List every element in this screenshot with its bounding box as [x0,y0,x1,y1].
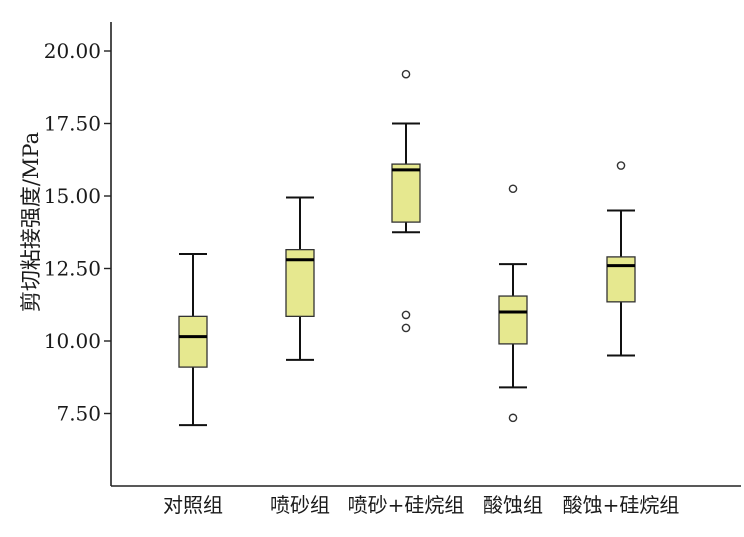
x-tick-labels: 对照组 喷砂组 喷砂+硅烷组 酸蚀组 酸蚀+硅烷组 [163,493,679,517]
box-iqr [391,163,421,223]
y-tick-label: 10.00 [44,329,101,353]
box-iqr [606,256,636,303]
x-tick-label: 喷砂组 [270,493,330,517]
box-group [606,161,636,357]
y-axis-label: 剪切粘接强度/MPa [19,132,43,312]
y-ticks: 7.50 10.00 12.50 15.00 17.50 20.00 [44,39,111,426]
box-group [391,69,421,333]
box-group [498,184,528,423]
y-axis-label-group: 剪切粘接强度/MPa [19,132,43,312]
box-group [178,253,208,427]
y-tick-label: 20.00 [44,39,101,63]
outlier-point [616,161,626,170]
outlier-point [401,323,411,333]
x-tick-label: 喷砂+硅烷组 [348,493,465,517]
box-iqr [178,315,208,368]
x-tick-label: 对照组 [163,493,223,517]
x-tick-label: 酸蚀+硅烷组 [563,493,680,517]
y-tick-label: 7.50 [56,402,101,426]
boxes [178,69,636,427]
y-tick-label: 12.50 [44,257,101,281]
box-iqr [498,295,528,345]
outlier-point [508,184,518,194]
y-tick-label: 17.50 [44,112,101,136]
outlier-point [401,69,411,79]
y-tick-label: 15.00 [44,184,101,208]
outlier-point [508,413,518,423]
outlier-point [401,310,411,320]
x-tick-label: 酸蚀组 [483,493,543,517]
box-group [285,196,315,361]
